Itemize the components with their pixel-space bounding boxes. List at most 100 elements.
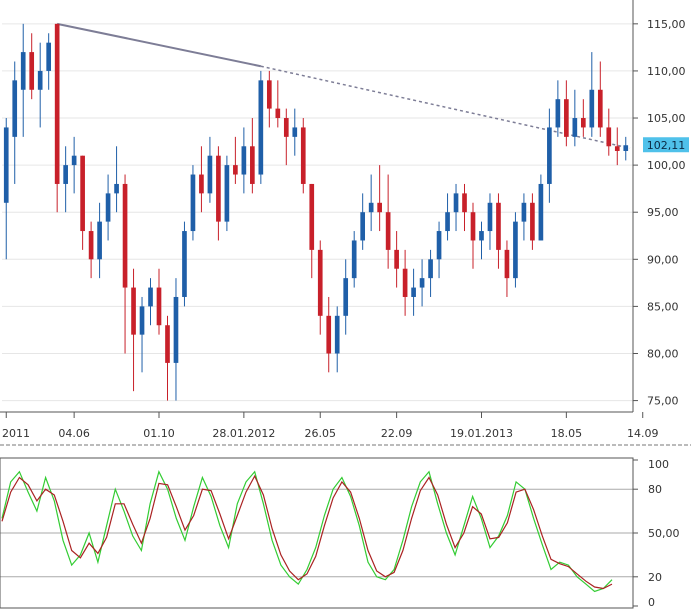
candle-body (71, 155, 77, 166)
candle-body (334, 315, 340, 354)
candle (368, 174, 374, 232)
candle (445, 193, 450, 241)
candle (326, 296, 332, 373)
candle-body (173, 296, 179, 363)
candle (46, 33, 52, 90)
candle-body (122, 183, 128, 288)
candle (173, 278, 179, 401)
candle-body (343, 278, 349, 316)
stochastic-tick-label: 80 (648, 483, 662, 496)
price-tick-label: 80,00 (647, 347, 679, 360)
candle-body (29, 52, 35, 90)
candle-body (360, 212, 366, 241)
candle-body (207, 155, 213, 194)
candle (360, 193, 366, 250)
candle (530, 193, 535, 250)
stochastic-d-line (1, 474, 613, 590)
candle (63, 146, 68, 213)
candle-body (97, 221, 102, 260)
candle-body (54, 23, 60, 184)
candle-body (572, 118, 578, 137)
time-tick-label: 19.01.2013 (450, 427, 513, 440)
candle-body (37, 70, 43, 90)
candle-body (20, 52, 26, 90)
candle (547, 108, 552, 203)
candle (623, 136, 629, 161)
candle-body (250, 146, 255, 184)
candle-body (216, 155, 221, 222)
candle-body (292, 127, 298, 137)
candle-body (385, 212, 391, 250)
candle-body (80, 155, 85, 232)
stochastic-k-line (1, 470, 613, 593)
candle (3, 118, 9, 260)
candle-body (589, 89, 595, 128)
candle (564, 80, 569, 147)
candle (394, 231, 399, 288)
candle-body (496, 202, 501, 250)
candle (504, 240, 510, 297)
candle (555, 80, 561, 137)
stochastic-tick-label: 100 (648, 458, 669, 471)
candle (470, 202, 476, 269)
candle (309, 183, 315, 279)
price-tick-label: 90,00 (647, 253, 679, 266)
candle (436, 221, 442, 279)
time-tick-label: 18.05 (551, 427, 583, 440)
candle (182, 221, 187, 307)
candle (97, 202, 102, 279)
candle (250, 118, 255, 194)
candle (334, 306, 340, 373)
candle-body (513, 221, 518, 279)
candle-body (258, 80, 264, 175)
candle (317, 240, 323, 335)
candle (428, 249, 433, 297)
candle-body (317, 249, 323, 316)
candle (538, 174, 544, 241)
candle-body (326, 315, 332, 354)
price-grid (2, 23, 633, 402)
candle (131, 268, 136, 392)
candle (20, 23, 26, 137)
candle (614, 127, 620, 166)
candle-body (377, 202, 382, 213)
candle-body (462, 193, 467, 213)
stochastic-grid (0, 488, 633, 578)
time-tick-label: 01.10 (143, 427, 175, 440)
candle-body (283, 118, 289, 137)
candle (80, 155, 85, 250)
candle (266, 70, 272, 128)
price-tick-label: 100,00 (647, 159, 686, 172)
candle-body (131, 287, 136, 335)
price-panel: 75,00 80,00 85,00 90,00 95,00 100,00 105,00 110… (0, 0, 691, 440)
candle-body (351, 240, 357, 279)
last-price-badge: 102,11 (643, 137, 689, 153)
candle (351, 231, 357, 288)
candle (572, 89, 578, 147)
candle-body (105, 193, 111, 222)
candle-body (114, 183, 119, 194)
candle-body (428, 259, 433, 279)
candle (513, 212, 518, 288)
last-price-badge-bg (643, 137, 689, 153)
candle (54, 23, 60, 213)
candle-body (233, 165, 238, 175)
candle-body (419, 278, 425, 288)
candle (521, 193, 527, 241)
candle (12, 61, 18, 184)
candle-body (190, 174, 196, 232)
price-tick-label: 75,00 (647, 395, 679, 408)
candle (580, 99, 586, 137)
candle-body (504, 249, 510, 279)
stochastic-lines (1, 470, 613, 593)
candle (190, 165, 196, 241)
candle (114, 146, 119, 213)
candle-body (521, 202, 527, 222)
candle (462, 183, 467, 232)
candle (479, 221, 484, 260)
candle-body (580, 118, 586, 128)
candle-body (266, 80, 272, 109)
price-tick-label: 85,00 (647, 300, 679, 313)
candle-body (436, 231, 442, 260)
